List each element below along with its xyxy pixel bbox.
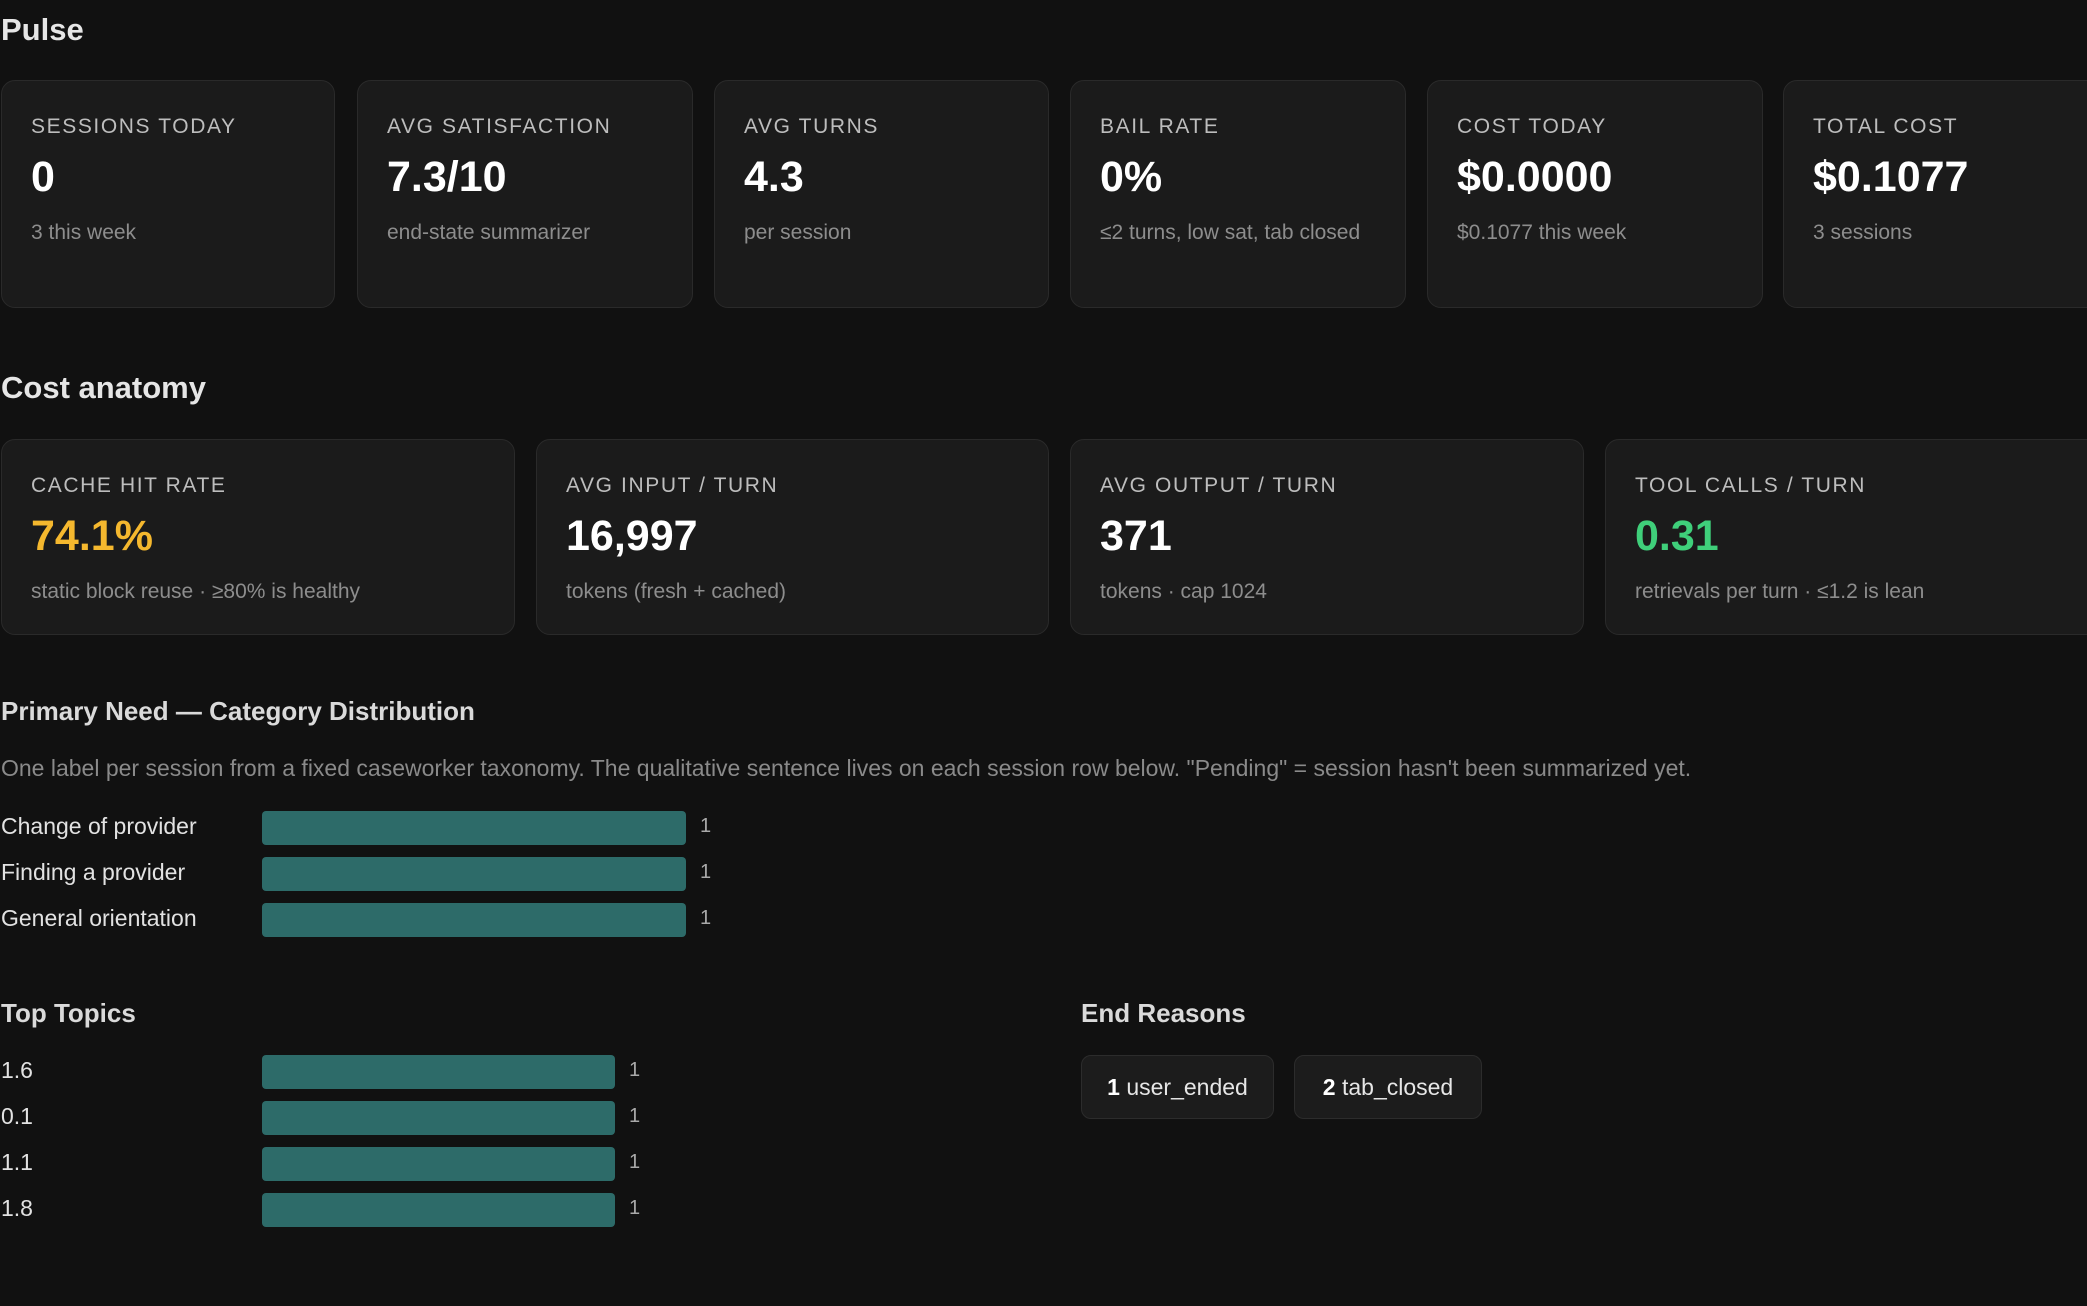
topic-bar-row: 0.1 1 (0, 1098, 700, 1138)
stat-subtext: per session (744, 221, 852, 244)
stat-label: TOTAL COST (1813, 115, 1959, 138)
stat-label: AVG SATISFACTION (387, 115, 612, 138)
topic-bar-row: 1.6 1 (0, 1052, 700, 1092)
stat-value: $0.0000 (1457, 153, 1613, 201)
stat-label: COST TODAY (1457, 115, 1607, 138)
end-reason-pill-user-ended: 1 user_ended (1081, 1055, 1274, 1119)
stat-subtext: end-state summarizer (387, 221, 591, 244)
bar-count: 1 (629, 1151, 641, 1173)
category-bar-row: Change of provider 1 (0, 808, 760, 848)
stat-label: AVG TURNS (744, 115, 879, 138)
end-reason-count: 2 (1322, 1074, 1336, 1100)
stat-label: TOOL CALLS / TURN (1635, 474, 1867, 497)
stat-value: 0.31 (1635, 512, 1719, 560)
category-bar (262, 903, 686, 937)
topic-bar (262, 1147, 615, 1181)
stat-label: AVG INPUT / TURN (566, 474, 779, 497)
bar-label: 0.1 (1, 1103, 33, 1129)
stat-subtext: tokens · cap 1024 (1100, 580, 1267, 603)
bar-count: 1 (700, 815, 712, 837)
bar-label: General orientation (1, 905, 197, 931)
bar-label: 1.1 (1, 1149, 33, 1175)
category-bar (262, 857, 686, 891)
category-bar (262, 811, 686, 845)
stat-subtext: 3 this week (31, 221, 137, 244)
bar-label: 1.6 (1, 1057, 33, 1083)
stat-card-bail-rate: BAIL RATE 0% ≤2 turns, low sat, tab clos… (1070, 80, 1406, 308)
topic-bar (262, 1055, 615, 1089)
pulse-heading: Pulse (1, 12, 84, 47)
stat-card-avg-turns: AVG TURNS 4.3 per session (714, 80, 1049, 308)
end-reason-label: user_ended (1126, 1074, 1248, 1100)
topic-bar (262, 1193, 615, 1227)
end-reasons-heading: End Reasons (1081, 998, 1246, 1028)
stat-label: CACHE HIT RATE (31, 474, 227, 497)
topic-bar-row: 1.8 1 (0, 1190, 700, 1230)
stat-subtext: $0.1077 this week (1457, 221, 1627, 244)
stat-card-cost-today: COST TODAY $0.0000 $0.1077 this week (1427, 80, 1763, 308)
stat-value: 74.1% (31, 512, 153, 560)
bar-count: 1 (629, 1197, 641, 1219)
stat-subtext: tokens (fresh + cached) (566, 580, 787, 603)
topic-bar-row: 1.1 1 (0, 1144, 700, 1184)
stat-value: 16,997 (566, 512, 698, 560)
stat-subtext: static block reuse · ≥80% is healthy (31, 580, 361, 603)
end-reason-count: 1 (1107, 1074, 1120, 1100)
stat-label: AVG OUTPUT / TURN (1100, 474, 1338, 497)
bar-label: Finding a provider (1, 859, 186, 885)
primary-need-description: One label per session from a fixed casew… (1, 755, 1692, 781)
cost-anatomy-heading: Cost anatomy (1, 370, 206, 405)
stat-value: 371 (1100, 512, 1172, 560)
stat-card-avg-output-turn: AVG OUTPUT / TURN 371 tokens · cap 1024 (1070, 439, 1584, 635)
bar-count: 1 (629, 1105, 641, 1127)
stat-card-cache-hit-rate: CACHE HIT RATE 74.1% static block reuse … (1, 439, 515, 635)
category-bar-row: General orientation 1 (0, 900, 760, 940)
end-reason-pill-tab-closed: 2 tab_closed (1294, 1055, 1482, 1119)
stat-subtext: ≤2 turns, low sat, tab closed (1100, 221, 1361, 244)
bar-label: 1.8 (1, 1195, 33, 1221)
stat-label: BAIL RATE (1100, 115, 1220, 138)
stat-card-avg-satisfaction: AVG SATISFACTION 7.3/10 end-state summar… (357, 80, 693, 308)
top-topics-heading: Top Topics (1, 998, 136, 1028)
stat-subtext: 3 sessions (1813, 221, 1913, 244)
stat-card-avg-input-turn: AVG INPUT / TURN 16,997 tokens (fresh + … (536, 439, 1049, 635)
category-bar-row: Finding a provider 1 (0, 854, 760, 894)
stat-subtext: retrievals per turn · ≤1.2 is lean (1635, 580, 1925, 603)
stat-value: 0 (31, 153, 55, 201)
stat-value: 4.3 (744, 153, 804, 201)
stat-value: 0% (1100, 153, 1163, 201)
primary-need-heading: Primary Need — Category Distribution (1, 696, 475, 726)
stat-value: $0.1077 (1813, 153, 1969, 201)
stat-value: 7.3/10 (387, 153, 507, 201)
stat-card-tool-calls-turn: TOOL CALLS / TURN 0.31 retrievals per tu… (1605, 439, 2087, 635)
end-reason-label: tab_closed (1341, 1074, 1454, 1100)
topic-bar (262, 1101, 615, 1135)
bar-count: 1 (700, 861, 712, 883)
stat-card-total-cost: TOTAL COST $0.1077 3 sessions (1783, 80, 2087, 308)
bar-count: 1 (700, 907, 712, 929)
stat-card-sessions-today: SESSIONS TODAY 0 3 this week (1, 80, 335, 308)
bar-count: 1 (629, 1059, 641, 1081)
stat-label: SESSIONS TODAY (31, 115, 237, 138)
bar-label: Change of provider (1, 813, 197, 839)
